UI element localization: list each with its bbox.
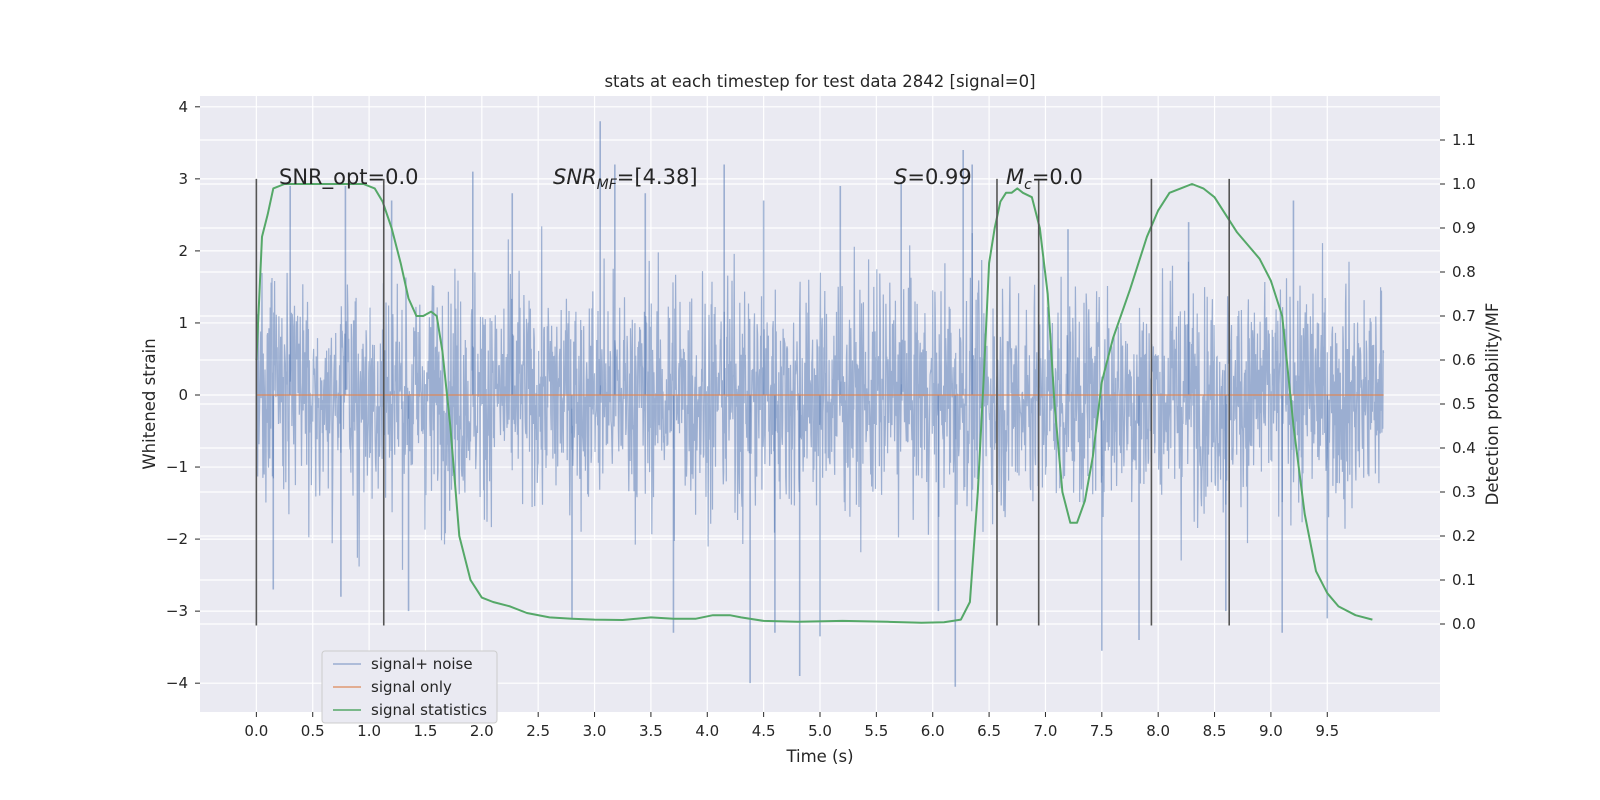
x-tick-label: 2.0: [470, 722, 494, 740]
y-tick-label: 1: [178, 314, 188, 332]
x-tick-label: 0.5: [301, 722, 325, 740]
x-tick-label: 9.5: [1315, 722, 1339, 740]
y-right-tick-label: 0.9: [1452, 219, 1476, 237]
annotation-mc: Mc=0.0: [1006, 165, 1083, 193]
x-tick-label: 8.0: [1146, 722, 1170, 740]
y-right-tick-label: 0.5: [1452, 395, 1476, 413]
s-rest: =0.99: [907, 165, 971, 189]
x-tick-label: 4.5: [752, 722, 776, 740]
y-right-tick-label: 0.8: [1452, 263, 1476, 281]
x-tick-label: 5.0: [808, 722, 832, 740]
snr-mf-rest: =[4.38]: [617, 165, 698, 189]
x-tick-label: 6.0: [921, 722, 945, 740]
legend-label-signal: signal only: [371, 678, 452, 696]
annotations: SNR_opt=0.0 SNRMF=[4.38] S=0.99 Mc=0.0: [279, 165, 1083, 193]
mc-rest: =0.0: [1032, 165, 1083, 189]
chart-title: stats at each timestep for test data 284…: [604, 72, 1035, 91]
vertical-markers: [255, 178, 1230, 626]
x-axis-label: Time (s): [785, 747, 853, 766]
y-tick-label: 4: [178, 98, 188, 116]
x-tick-label: 1.0: [357, 722, 381, 740]
signal-statistics-line: [255, 183, 1373, 624]
y-right-tick-label: 0.2: [1452, 527, 1476, 545]
y-right-tick-label: 0.4: [1452, 439, 1476, 457]
x-tick-label: 7.5: [1090, 722, 1114, 740]
snr-mf-sub: MF: [597, 177, 618, 193]
y-tick-label: −3: [166, 602, 188, 620]
x-tick-label: 9.0: [1259, 722, 1283, 740]
s-main: S: [894, 165, 907, 189]
line-series: [255, 183, 1384, 624]
annotation-snr-mf: SNRMF=[4.38]: [553, 165, 698, 193]
x-tick-label: 4.0: [695, 722, 719, 740]
x-tick-label: 3.0: [583, 722, 607, 740]
x-tick-label: 5.5: [864, 722, 888, 740]
x-tick-labels: 0.0 0.5 1.0 1.5 2.0 2.5 3.0 3.5 4.0 4.5 5.0 5.5 6.0 6…: [244, 712, 1339, 740]
annotation-s: S=0.99: [894, 165, 972, 189]
snr-mf-main: SNR: [553, 165, 597, 189]
x-tick-label: 6.5: [977, 722, 1001, 740]
legend-box: [321, 650, 498, 724]
y-tick-label: −1: [166, 458, 188, 476]
y-axis-label: Whitened strain: [140, 338, 159, 469]
noise-series: [255, 121, 1385, 687]
x-tick-label: 3.5: [639, 722, 663, 740]
mc-main: M: [1006, 165, 1024, 189]
y-tick-label: −4: [166, 674, 188, 692]
legend: signal+ noise signal only signal statist…: [321, 650, 498, 724]
legend-label-statistics: signal statistics: [371, 701, 487, 719]
y-right-tick-label: 0.1: [1452, 571, 1476, 589]
y-tick-labels: −4 −3 −2 −1 0 1 2 3 4: [166, 98, 200, 692]
y-tick-label: 0: [178, 386, 188, 404]
y-right-tick-label: 0.0: [1452, 615, 1476, 633]
y-right-tick-label: 0.7: [1452, 307, 1476, 325]
x-tick-label: 0.0: [244, 722, 268, 740]
y-right-axis-label: Detection probability/MF: [1483, 303, 1502, 506]
y-tick-label: 3: [178, 170, 188, 188]
x-tick-label: 7.0: [1034, 722, 1058, 740]
y-tick-label: 2: [178, 242, 188, 260]
x-tick-label: 8.5: [1203, 722, 1227, 740]
legend-label-noise: signal+ noise: [371, 655, 473, 673]
y-right-tick-label: 0.6: [1452, 351, 1476, 369]
y-right-tick-label: 1.0: [1452, 175, 1476, 193]
x-tick-label: 1.5: [414, 722, 438, 740]
mc-sub: c: [1024, 177, 1032, 193]
x-tick-label: 2.5: [526, 722, 550, 740]
y-tick-label: −2: [166, 530, 188, 548]
y-right-tick-label: 1.1: [1452, 131, 1476, 149]
annotation-snr-opt: SNR_opt=0.0: [279, 165, 419, 190]
y-right-tick-labels: 0.0 0.1 0.2 0.3 0.4 0.5 0.6 0.7 0.8 0.9 1.0 1.1: [1440, 131, 1476, 633]
y-right-tick-label: 0.3: [1452, 483, 1476, 501]
noise-trace: [255, 226, 1385, 570]
